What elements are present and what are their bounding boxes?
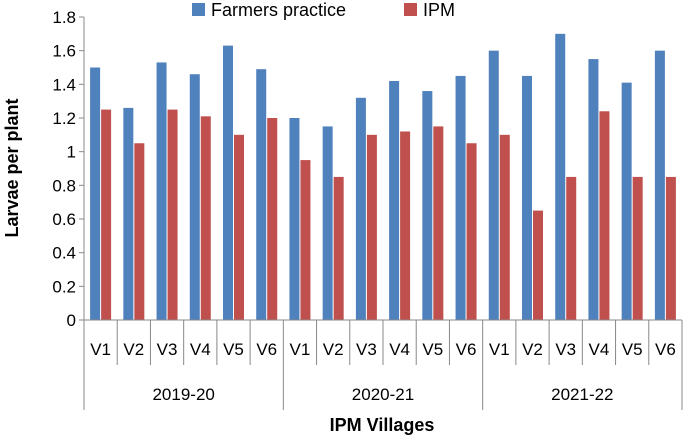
x-tick-label: V5 <box>622 340 643 359</box>
x-axis: V1 V2 V3 V4 V5 V6 V1 V2 V3 V4 V5 V6 V1 V2 V3 V4 V5 V6 2019… <box>83 319 683 410</box>
x-group-label: 2021-22 <box>551 385 613 404</box>
bar-ipm-2019-20-V2 <box>134 143 145 320</box>
y-tick-label: 0.2 <box>52 277 76 296</box>
x-tick-label: V4 <box>589 340 610 359</box>
bar-farmers-practice-2020-21-V5 <box>422 91 433 320</box>
bar-farmers-practice-2021-22-V3 <box>555 33 566 320</box>
y-tick-label: 1.8 <box>52 8 76 27</box>
y-tick-label: 1.2 <box>52 109 76 128</box>
y-tick-label: 0.4 <box>52 244 76 263</box>
x-tick-label: V1 <box>290 340 311 359</box>
y-tick-label: 0 <box>67 311 76 330</box>
bar-ipm-2020-21-V5 <box>433 126 444 321</box>
bar-farmers-practice-2020-21-V2 <box>322 126 333 321</box>
x-tick-label: V4 <box>389 340 410 359</box>
x-tick-label: V5 <box>223 340 244 359</box>
x-tick-label: V3 <box>356 340 377 359</box>
bar-ipm-2021-22-V4 <box>599 111 610 321</box>
bar-ipm-2020-21-V2 <box>333 176 344 320</box>
legend-swatch-ipm <box>404 3 417 16</box>
bar-ipm-2020-21-V1 <box>300 160 311 320</box>
bar-ipm-2020-21-V4 <box>400 131 411 320</box>
bar-farmers-practice-2021-22-V6 <box>654 50 665 321</box>
bar-ipm-2021-22-V6 <box>665 176 676 320</box>
x-tick-label: V6 <box>456 340 477 359</box>
y-tick-label: 1 <box>67 143 76 162</box>
x-tick-label: V4 <box>190 340 211 359</box>
legend: Farmers practice IPM <box>192 0 455 20</box>
bar-farmers-practice-2021-22-V5 <box>621 82 632 321</box>
x-tick-label: V3 <box>555 340 576 359</box>
x-group-label: 2019-20 <box>152 385 214 404</box>
legend-label-farmers-practice: Farmers practice <box>211 0 346 20</box>
x-tick-label: V3 <box>157 340 178 359</box>
y-tick-label: 0.8 <box>52 176 76 195</box>
bar-ipm-2019-20-V4 <box>200 116 211 320</box>
bar-ipm-2020-21-V3 <box>366 134 377 320</box>
x-tick-label: V2 <box>123 340 144 359</box>
bar-ipm-2019-20-V1 <box>101 109 112 320</box>
bar-ipm-2021-22-V3 <box>566 176 577 320</box>
bar-farmers-practice-2021-22-V4 <box>588 59 599 320</box>
x-tick-label: V2 <box>323 340 344 359</box>
y-tick-label: 1.6 <box>52 42 76 61</box>
y-tick-label: 1.4 <box>52 75 76 94</box>
bar-ipm-2020-21-V6 <box>466 143 477 320</box>
legend-label-ipm: IPM <box>423 0 455 20</box>
bar-farmers-practice-2020-21-V3 <box>355 97 366 320</box>
bar-ipm-2021-22-V1 <box>499 134 510 320</box>
x-group-label: 2020-21 <box>352 385 414 404</box>
bar-ipm-2019-20-V5 <box>234 134 244 320</box>
bar-farmers-practice-2021-22-V2 <box>522 75 532 321</box>
bar-farmers-practice-2019-20-V5 <box>223 45 233 320</box>
x-tick-label: V5 <box>422 340 443 359</box>
x-tick-label: V1 <box>90 340 111 359</box>
bar-farmers-practice-2019-20-V4 <box>189 74 200 320</box>
bar-farmers-practice-2021-22-V1 <box>488 50 499 321</box>
y-tick-label: 0.6 <box>52 210 76 229</box>
bar-ipm-2021-22-V2 <box>533 210 543 320</box>
bar-farmers-practice-2020-21-V4 <box>389 80 400 320</box>
x-tick-label: V1 <box>489 340 510 359</box>
x-tick-label: V6 <box>655 340 676 359</box>
x-axis-title: IPM Villages <box>330 415 435 435</box>
legend-swatch-farmers-practice <box>192 3 205 16</box>
bar-farmers-practice-2019-20-V6 <box>256 69 267 320</box>
bar-ipm-2019-20-V3 <box>167 109 178 320</box>
x-tick-label: V6 <box>256 340 277 359</box>
bar-ipm-2019-20-V6 <box>267 118 278 320</box>
bar-farmers-practice-2019-20-V2 <box>123 107 134 321</box>
bar-farmers-practice-2019-20-V1 <box>90 67 101 320</box>
bar-farmers-practice-2020-21-V6 <box>455 75 466 321</box>
bars <box>90 33 676 321</box>
y-axis: 0 0.2 0.4 0.6 0.8 1 1.2 1.4 1.6 1.8 <box>52 8 85 330</box>
bar-ipm-2021-22-V5 <box>632 176 643 320</box>
bar-farmers-practice-2019-20-V3 <box>156 62 167 320</box>
bar-farmers-practice-2020-21-V1 <box>289 118 300 320</box>
y-axis-title: Larvae per plant <box>2 98 22 237</box>
x-tick-label: V2 <box>522 340 543 359</box>
